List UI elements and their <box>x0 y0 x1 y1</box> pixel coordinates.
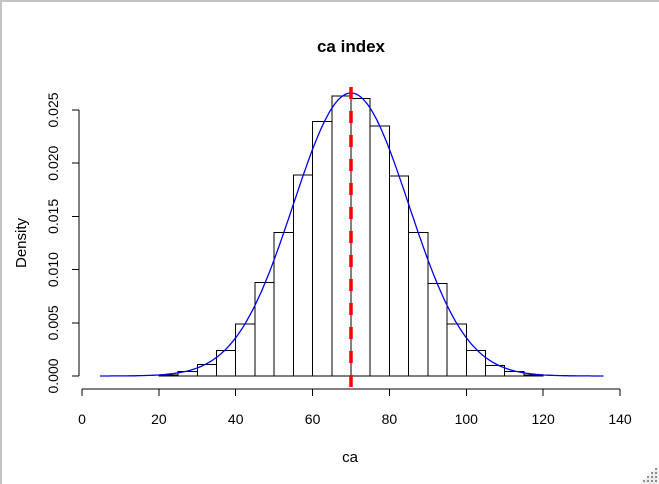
x-tick-label: 120 <box>531 411 555 427</box>
grip-dot <box>655 480 657 482</box>
grip-dot <box>647 476 649 478</box>
x-axis-label: ca <box>342 449 359 466</box>
grip-dot <box>643 480 645 482</box>
x-tick-label: 20 <box>151 411 167 427</box>
grip-dot <box>651 476 653 478</box>
resize-grip-icon[interactable] <box>639 464 659 484</box>
x-tick-label: 140 <box>608 411 632 427</box>
y-tick-label: 0.025 <box>45 92 61 127</box>
y-tick-label: 0.010 <box>45 252 61 287</box>
x-tick-label: 0 <box>78 411 86 427</box>
grip-dot <box>647 480 649 482</box>
y-axis: 0.000 0.005 0.010 0.015 0.020 0.025 <box>45 92 80 394</box>
x-tick-label: 40 <box>228 411 244 427</box>
y-tick-label: 0.000 <box>45 358 61 393</box>
x-tick-label: 80 <box>382 411 398 427</box>
x-axis: 0 20 40 60 80 100 120 140 <box>78 388 632 427</box>
y-tick-label: 0.015 <box>45 199 61 234</box>
x-tick-label: 60 <box>305 411 321 427</box>
grip-dot <box>651 480 653 482</box>
y-axis-label: Density <box>13 217 30 268</box>
grip-dot <box>655 468 657 470</box>
x-tick-label: 100 <box>455 411 479 427</box>
grip-dot <box>655 472 657 474</box>
histogram-bars <box>158 95 544 377</box>
grip-dot <box>655 476 657 478</box>
y-tick-label: 0.020 <box>45 145 61 180</box>
chart-title: ca index <box>317 37 386 56</box>
grip-dot <box>651 472 653 474</box>
y-tick-label: 0.005 <box>45 305 61 340</box>
